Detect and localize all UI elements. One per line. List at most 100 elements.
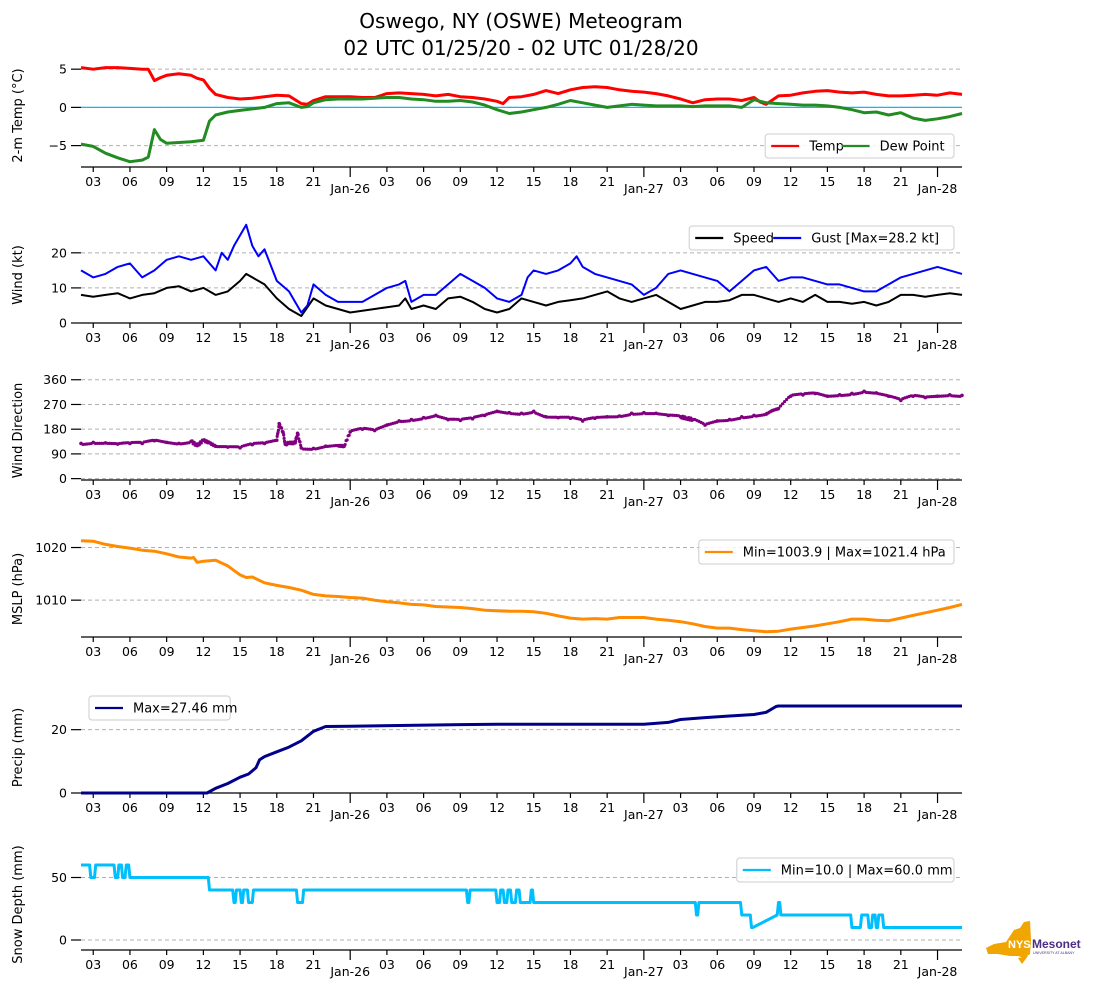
legend-mslp: Min=1003.9 | Max=1021.4 hPa (698, 539, 955, 565)
x-tick-label: Jan-26 (329, 964, 370, 979)
y-axis-label: 2-m Temp (°C) (11, 68, 26, 162)
x-tick-label: 21 (893, 800, 909, 815)
data-point (334, 443, 338, 448)
x-tick-label: 12 (783, 330, 799, 345)
data-point (101, 441, 106, 445)
x-tick-label: 09 (746, 174, 762, 189)
x-tick-label: 15 (526, 800, 542, 815)
data-point (860, 391, 864, 395)
chart-title-line1: Oswego, NY (OSWE) Meteogram (359, 9, 682, 33)
x-tick-label: 03 (673, 957, 689, 972)
data-point (933, 394, 938, 399)
data-point (276, 428, 281, 432)
x-tick-label: 15 (232, 800, 248, 815)
data-point (278, 423, 282, 427)
data-point (652, 412, 656, 416)
data-point (848, 393, 852, 397)
y-tick-label: 0 (59, 316, 67, 331)
series-line (80, 223, 963, 314)
legend-label: Max=27.46 mm (133, 702, 237, 717)
panel-temp: −5 0 5 03 06 09 12 15 18 21 Jan-26 03 06 09 12 15 18 21 Ja… (11, 62, 963, 196)
data-point (517, 412, 522, 416)
x-tick-label: 18 (562, 174, 578, 189)
y-tick-label: 0 (59, 933, 67, 948)
x-tick-label: 06 (416, 957, 432, 972)
x-tick-label: 15 (526, 174, 542, 189)
x-tick-label: Jan-28 (917, 807, 958, 822)
data-point (909, 394, 913, 398)
x-tick-label: 12 (489, 174, 505, 189)
y-axis-label: Wind (kt) (11, 245, 26, 305)
x-tick-label: 12 (195, 330, 211, 345)
data-point (322, 445, 326, 449)
x-tick-label: 21 (306, 957, 322, 972)
data-point (701, 421, 705, 425)
data-point (554, 415, 558, 419)
x-tick-label: Jan-26 (329, 494, 370, 509)
x-tick-label: 06 (416, 330, 432, 345)
x-tick-label: 03 (85, 487, 101, 502)
data-point (126, 441, 130, 445)
data-point (872, 391, 876, 395)
legend-box (736, 857, 955, 883)
data-point (690, 418, 694, 423)
x-tick-label: 09 (746, 800, 762, 815)
data-point (566, 415, 571, 419)
data-point (248, 442, 252, 446)
data-point (591, 416, 595, 420)
x-tick-label: Jan-26 (329, 337, 370, 352)
x-tick-label: 21 (893, 487, 909, 502)
x-tick-label: Jan-27 (623, 964, 664, 979)
data-point (89, 441, 93, 446)
x-tick-label: 18 (269, 644, 285, 659)
x-tick-label: 09 (159, 644, 175, 659)
series-snow-0 (81, 863, 962, 929)
data-point (163, 440, 167, 444)
x-tick-label: 18 (856, 800, 872, 815)
x-tick-label: 09 (159, 487, 175, 502)
x-tick-label: 21 (306, 174, 322, 189)
x-tick-label: 03 (85, 957, 101, 972)
x-tick-label: 15 (232, 957, 248, 972)
x-tick-label: 09 (159, 330, 175, 345)
x-tick-label: 06 (709, 644, 725, 659)
data-point (395, 420, 399, 424)
data-point (282, 433, 286, 437)
logo-mesonet-text: Mesonet (1032, 937, 1081, 951)
data-point (725, 418, 730, 423)
x-tick-label: 21 (893, 174, 909, 189)
x-tick-label: 03 (379, 330, 395, 345)
panel-mslp: 1010 1020 03 06 09 12 15 18 21 Jan-26 03 06 09 12 15 18… (11, 539, 963, 666)
x-tick-label: 06 (122, 487, 138, 502)
data-point (689, 416, 693, 420)
data-point (787, 395, 791, 399)
data-point (615, 415, 619, 419)
y-tick-label: −5 (49, 138, 67, 153)
x-tick-label: 03 (673, 330, 689, 345)
x-tick-label: 06 (122, 800, 138, 815)
x-tick-label: 12 (783, 174, 799, 189)
new-york-state-shape-icon (986, 921, 1031, 958)
data-point (627, 413, 632, 417)
legend-label: Dew Point (880, 140, 945, 155)
x-tick-label: 06 (709, 800, 725, 815)
series-line (80, 539, 963, 634)
data-point (187, 441, 191, 445)
x-tick-label: 18 (269, 487, 285, 502)
data-point (738, 416, 742, 420)
x-tick-label: 12 (489, 800, 505, 815)
series-line (80, 66, 963, 106)
data-point (298, 440, 302, 444)
x-tick-label: 09 (452, 487, 468, 502)
data-point (823, 394, 827, 398)
x-tick-label: Jan-28 (917, 651, 958, 666)
data-point (175, 442, 179, 446)
data-point (444, 417, 448, 421)
logo-university-text: UNIVERSITY AT ALBANY (1033, 951, 1075, 955)
x-tick-label: 21 (306, 330, 322, 345)
x-tick-label: 15 (526, 330, 542, 345)
x-tick-label: 09 (452, 644, 468, 659)
x-tick-label: 15 (232, 174, 248, 189)
data-point (542, 414, 546, 418)
data-point (785, 397, 789, 402)
